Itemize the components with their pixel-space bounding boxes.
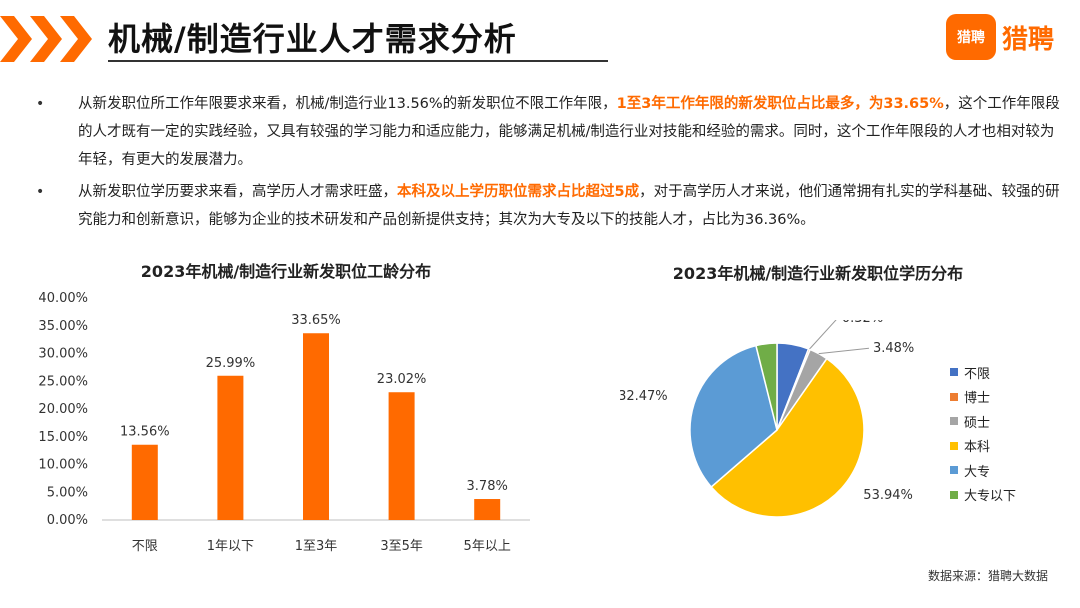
bar-value-label: 13.56%: [120, 425, 170, 440]
legend-swatch: [950, 466, 958, 475]
brand-logo: 猎聘 猎聘: [946, 14, 1054, 60]
legend-swatch: [950, 490, 958, 499]
pie-chart-title-text: 2023年机械/制造行业新发职位学历分布: [672, 264, 964, 283]
bullet-segment: 从新发职位所工作年限要求来看，机械/制造行业13.56%的新发职位不限工作年限，: [78, 96, 617, 112]
pie-slice: [755, 342, 778, 431]
bar: [217, 375, 244, 520]
data-source-note: 数据来源：猎聘大数据: [927, 569, 1048, 583]
bar-value-label: 23.02%: [377, 372, 427, 387]
bullet-text: 从新发职位所工作年限要求来看，机械/制造行业13.56%的新发职位不限工作年限，…: [78, 90, 1066, 174]
logo-badge: 猎聘: [946, 14, 996, 60]
bar: [388, 392, 415, 520]
bar-chart-title: 2023年机械/制造行业新发职位工龄分布: [140, 262, 432, 281]
legend-item: 博士: [950, 385, 1016, 410]
y-tick-label: 30.00%: [38, 347, 88, 362]
page-title: 机械/制造行业人才需求分析: [108, 20, 517, 58]
pie-leader-line: [808, 320, 837, 350]
summary-bullets: • 从新发职位所工作年限要求来看，机械/制造行业13.56%的新发职位不限工作年…: [36, 90, 1066, 238]
x-tick-label: 5年以上: [464, 539, 511, 554]
legend-swatch: [950, 392, 958, 401]
y-tick-label: 15.00%: [38, 430, 88, 445]
legend-swatch: [950, 417, 958, 426]
legend-label: 大专: [964, 464, 991, 480]
pie-slice: [710, 357, 865, 518]
bar-chart: 0.00% 5.00% 10.00% 15.00% 20.00% 25.00% 30.00%…: [38, 291, 530, 554]
legend-item: 大专以下: [950, 483, 1016, 508]
legend-label: 大专以下: [964, 489, 1017, 505]
bullet-dot-icon: •: [36, 184, 45, 200]
logo-text: 猎聘: [1002, 24, 1055, 55]
pie-chart-title: 2023年机械/制造行业新发职位学历分布: [640, 258, 996, 290]
legend-label: 博士: [964, 391, 991, 407]
pie-chart: 5.90%0.32%3.48%53.94%32.47%3.89%: [620, 320, 914, 518]
bullet-segment: ，对于高学历人才来说，他们通常拥有扎实的学科基础、较强的研究能力和创新意识，能够…: [78, 184, 1060, 228]
pie-leader-line: [818, 347, 870, 355]
x-tick-label: 1年以下: [207, 539, 254, 554]
pie-value-label: 53.94%: [863, 488, 913, 503]
y-tick-label: 10.00%: [38, 458, 88, 473]
legend-item: 大专: [950, 458, 1016, 483]
legend-swatch: [950, 441, 958, 450]
legend-swatch: [950, 368, 958, 377]
y-tick-label: 5.00%: [47, 485, 88, 500]
y-tick-label: 25.00%: [38, 374, 88, 389]
legend-label: 硕士: [964, 415, 991, 431]
bar-value-label: 3.78%: [467, 479, 508, 494]
bullet-highlight: 本科及以上学历职位需求占比超过5成: [397, 184, 640, 200]
y-tick-label: 20.00%: [38, 402, 88, 417]
bullet-item: • 从新发职位学历要求来看，高学历人才需求旺盛，本科及以上学历职位需求占比超过5…: [36, 178, 1066, 234]
title-underline: [108, 60, 608, 62]
bar: [131, 444, 158, 520]
bullet-text: 从新发职位学历要求来看，高学历人才需求旺盛，本科及以上学历职位需求占比超过5成，…: [78, 178, 1066, 234]
pie-value-label: 0.32%: [842, 320, 883, 326]
y-tick-label: 35.00%: [38, 319, 88, 334]
pie-value-label: 3.48%: [873, 341, 914, 356]
bar-value-label: 25.99%: [206, 356, 256, 371]
legend-item: 硕士: [950, 409, 1016, 434]
legend-item: 不限: [950, 360, 1016, 385]
bullet-item: • 从新发职位所工作年限要求来看，机械/制造行业13.56%的新发职位不限工作年…: [36, 90, 1066, 174]
pie-legend: 不限博士硕士本科大专大专以下: [950, 360, 1016, 507]
x-tick-label: 不限: [132, 539, 158, 554]
x-tick-label: 3至5年: [380, 539, 423, 554]
pie-slice: [689, 344, 778, 489]
legend-label: 不限: [964, 366, 991, 382]
x-tick-label: 1至3年: [295, 539, 338, 554]
bullet-dot-icon: •: [36, 96, 45, 112]
bullet-segment: ，这个工作年限段的人才既有一定的实践经验，又具有较强的学习能力和适应能力，能够满…: [78, 96, 1060, 168]
bar: [303, 333, 329, 520]
y-tick-label: 0.00%: [47, 513, 88, 528]
bar: [474, 499, 501, 520]
bullet-highlight: 1至3年工作年限的新发职位占比最多，为33.65%: [616, 96, 944, 112]
chevron-arrows-icon: [0, 16, 92, 62]
legend-label: 本科: [964, 440, 991, 456]
bar-value-label: 33.65%: [291, 313, 341, 328]
bullet-segment: 从新发职位学历要求来看，高学历人才需求旺盛，: [78, 184, 397, 200]
y-tick-label: 40.00%: [38, 291, 88, 306]
pie-value-label: 32.47%: [620, 389, 668, 404]
legend-item: 本科: [950, 434, 1016, 459]
